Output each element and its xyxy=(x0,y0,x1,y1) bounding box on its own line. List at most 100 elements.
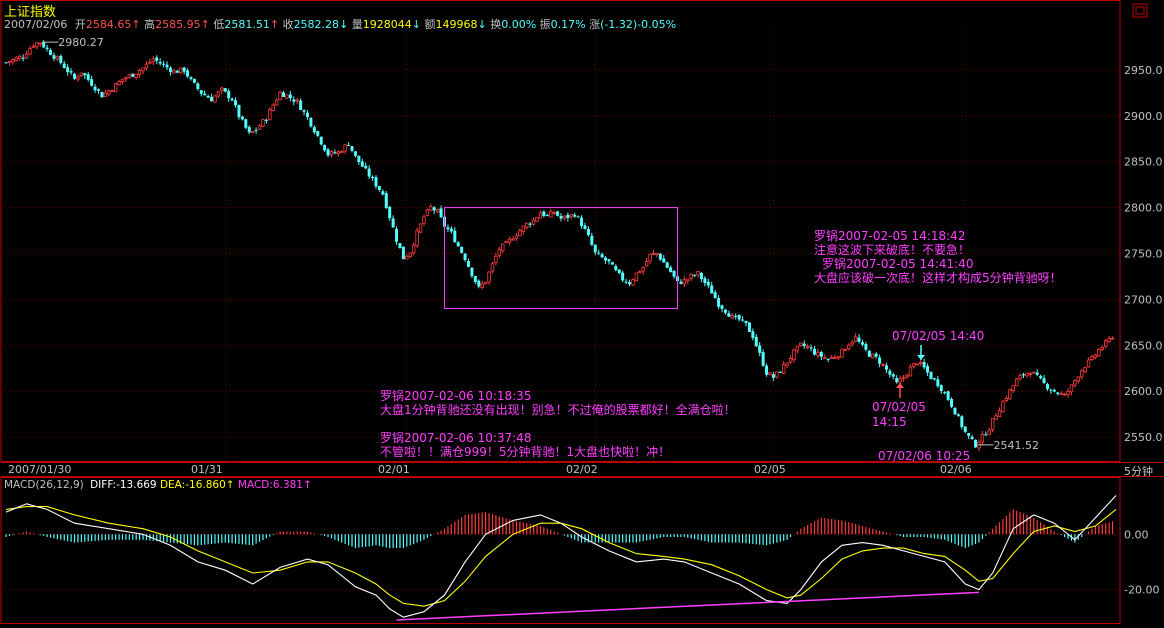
candle-body xyxy=(884,365,888,370)
volume-label: 量 xyxy=(351,18,363,31)
candle-body xyxy=(901,377,906,380)
candle-body xyxy=(172,70,176,74)
candle-body xyxy=(1062,393,1067,396)
candle-body xyxy=(216,91,221,97)
candle-body xyxy=(309,117,313,127)
candle-body xyxy=(73,73,77,79)
candle-body xyxy=(864,343,868,350)
change-value: (-1.32)-0.05% xyxy=(600,18,677,31)
candle-body xyxy=(182,67,186,72)
candle-body xyxy=(696,271,700,276)
candle-body xyxy=(1059,393,1063,395)
candle-body xyxy=(638,271,642,274)
candle-body xyxy=(710,285,714,294)
candle-body xyxy=(467,261,470,267)
candle-body xyxy=(45,47,49,50)
note-title: 罗锅2007-02-06 10:18:35 xyxy=(380,389,532,403)
candle-body xyxy=(651,253,656,255)
window-restore-icon[interactable] xyxy=(1132,3,1148,18)
candle-body xyxy=(781,364,786,374)
candle-body xyxy=(1035,372,1039,375)
candle-body xyxy=(398,243,402,249)
candle-body xyxy=(562,215,567,219)
candle-body xyxy=(347,144,351,146)
candle-body xyxy=(531,219,536,225)
candle-body xyxy=(980,433,985,443)
candle-body xyxy=(497,249,502,256)
candle-body xyxy=(446,227,450,230)
period-label[interactable]: 5分钟 xyxy=(1124,465,1153,478)
candle-body xyxy=(353,151,357,156)
candle-body xyxy=(470,267,474,277)
candle-body xyxy=(203,93,207,96)
candle-body xyxy=(573,214,577,217)
candle-body xyxy=(326,149,330,156)
candle-body xyxy=(730,315,734,319)
candle-body xyxy=(21,57,25,59)
candle-body xyxy=(682,279,687,285)
candle-body xyxy=(127,74,132,78)
candle-body xyxy=(76,76,80,80)
candle-body xyxy=(42,41,46,48)
candle-body xyxy=(69,71,73,73)
candle-body xyxy=(59,55,63,63)
y-tick-label: 2650.0 xyxy=(1124,339,1163,352)
candle-body xyxy=(210,97,214,102)
candle-body xyxy=(371,176,375,179)
candle-body xyxy=(234,100,238,106)
candle-body xyxy=(583,225,587,230)
candle-body xyxy=(79,72,84,77)
candle-body xyxy=(1028,373,1033,376)
candle-body xyxy=(66,67,70,73)
candle-body xyxy=(299,100,303,110)
arrow-up-icon: ↑ xyxy=(269,18,280,31)
candle-body xyxy=(600,254,604,258)
y-tick-label: 2550.0 xyxy=(1124,431,1163,444)
candle-body xyxy=(422,216,426,224)
candle-body xyxy=(1097,349,1101,357)
candle-body xyxy=(987,429,991,435)
candle-body xyxy=(186,70,190,77)
candle-body xyxy=(323,144,327,151)
candle-body xyxy=(257,125,262,130)
close-label: 收 xyxy=(282,18,294,31)
candle-body xyxy=(1076,376,1081,382)
candle-body xyxy=(175,70,179,73)
candle-body xyxy=(545,214,549,216)
candle-body xyxy=(480,283,484,288)
candle-body xyxy=(391,218,395,228)
candle-body xyxy=(723,309,727,313)
candle-body xyxy=(1008,389,1012,400)
candle-body xyxy=(384,193,388,209)
candle-body xyxy=(49,49,53,55)
candle-body xyxy=(631,279,635,286)
candle-body xyxy=(1025,372,1029,377)
candle-body xyxy=(227,90,231,99)
open-value: 2584.65 xyxy=(85,18,132,31)
amplitude-value: 0.17% xyxy=(550,18,586,31)
candle-body xyxy=(895,377,899,383)
macd-title: MACD(26,12,9) xyxy=(4,479,84,491)
candle-body xyxy=(597,252,601,254)
candle-body xyxy=(425,209,430,217)
arrow-down-icon: ↓ xyxy=(339,18,349,31)
candle-body xyxy=(192,78,196,83)
candle-body xyxy=(501,243,505,252)
x-tick-label: 02/02 xyxy=(566,463,598,476)
candle-body xyxy=(826,359,830,361)
candle-body xyxy=(915,363,919,366)
candle-body xyxy=(460,246,464,253)
note-title: 罗锅2007-02-05 14:41:40 xyxy=(822,257,974,271)
candle-body xyxy=(244,119,248,128)
turnover-label: 换 xyxy=(490,18,502,31)
candle-body xyxy=(223,88,227,92)
candle-body xyxy=(538,212,543,219)
candle-body xyxy=(254,130,258,132)
candle-body xyxy=(648,253,652,262)
turnover-value: 0.00% xyxy=(501,18,537,31)
candle-body xyxy=(761,352,765,366)
candle-body xyxy=(960,416,964,427)
dea-label: DEA: xyxy=(159,479,186,491)
